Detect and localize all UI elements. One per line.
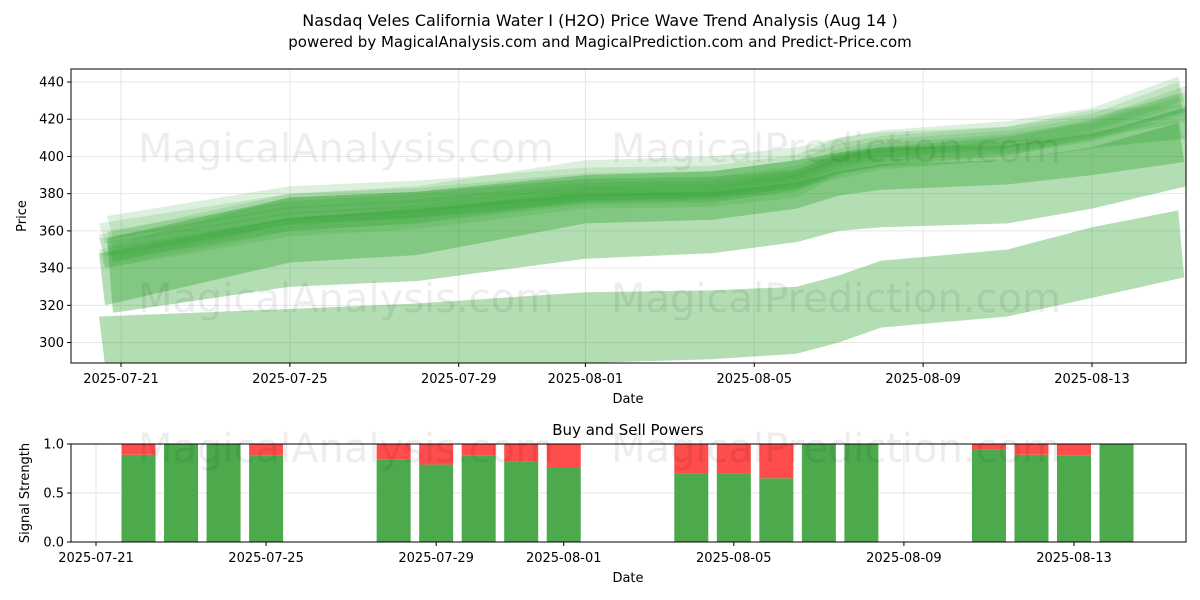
y-tick-label: 340 bbox=[39, 262, 64, 277]
y-tick-label: 380 bbox=[39, 187, 64, 202]
buy-bar bbox=[206, 444, 241, 542]
price-y-axis: 300 320 340 360 380 400 420 440 bbox=[39, 76, 71, 351]
buy-bar bbox=[419, 464, 454, 542]
sell-bar bbox=[461, 444, 496, 456]
buy-bar bbox=[504, 461, 539, 542]
watermark: MagicalPrediction.com bbox=[611, 276, 1061, 322]
buy-bar bbox=[801, 444, 836, 542]
watermark: MagicalPrediction.com bbox=[611, 126, 1061, 172]
buy-bar bbox=[121, 454, 156, 542]
price-x-axis: 2025-07-21 2025-07-25 2025-07-29 2025-08-01… bbox=[83, 363, 1130, 387]
x-tick-label: 2025-08-01 bbox=[548, 372, 624, 387]
x-tick-label: 2025-08-05 bbox=[716, 372, 792, 387]
sell-bar bbox=[546, 444, 581, 468]
power-x-label: Date bbox=[612, 571, 643, 586]
sell-bar bbox=[759, 444, 794, 479]
power-bars bbox=[121, 444, 1134, 542]
y-tick-label: 420 bbox=[39, 113, 64, 128]
power-y-label: Signal Strength bbox=[18, 443, 33, 543]
buy-bar bbox=[164, 444, 199, 542]
power-y-axis: 0.0 0.5 1.0 bbox=[43, 438, 71, 551]
buy-bar bbox=[844, 444, 879, 542]
x-tick-label: 2025-08-01 bbox=[526, 551, 602, 566]
buy-bar bbox=[1057, 455, 1091, 542]
x-tick-label: 2025-08-13 bbox=[1036, 551, 1112, 566]
price-grid bbox=[71, 69, 1186, 363]
y-tick-label: 360 bbox=[39, 224, 64, 239]
y-tick-label: 300 bbox=[39, 336, 64, 351]
wave-band bbox=[99, 82, 1185, 244]
y-tick-label: 320 bbox=[39, 299, 64, 314]
sell-bar bbox=[504, 444, 539, 462]
y-tick-label: 1.0 bbox=[43, 438, 64, 453]
buy-bar bbox=[249, 455, 284, 542]
sell-bar bbox=[249, 444, 284, 456]
wave-band bbox=[99, 104, 1186, 269]
sell-bar bbox=[1014, 444, 1049, 455]
wave-band bbox=[99, 210, 1185, 363]
power-title: Buy and Sell Powers bbox=[552, 421, 704, 439]
x-tick-label: 2025-08-09 bbox=[866, 551, 942, 566]
watermark: MagicalPrediction.com bbox=[611, 426, 1061, 472]
sell-bar bbox=[1057, 444, 1091, 456]
sell-bar bbox=[971, 444, 1006, 450]
wave-band bbox=[107, 107, 1186, 313]
watermark: MagicalAnalysis.com bbox=[138, 426, 554, 472]
y-tick-label: 400 bbox=[39, 150, 64, 165]
buy-bar bbox=[461, 455, 496, 542]
buy-bar bbox=[1014, 454, 1049, 542]
x-tick-label: 2025-07-29 bbox=[421, 372, 497, 387]
wave-band bbox=[107, 76, 1185, 239]
power-x-axis: 2025-07-21 2025-07-25 2025-07-29 2025-08-01… bbox=[58, 542, 1112, 566]
buy-bar bbox=[759, 478, 794, 542]
price-bands bbox=[99, 76, 1186, 363]
buy-bar bbox=[1099, 444, 1134, 542]
price-plot-frame bbox=[70, 68, 1187, 364]
sell-bar bbox=[716, 444, 751, 474]
y-tick-label: 440 bbox=[39, 76, 64, 91]
price-y-label: Price bbox=[15, 200, 30, 232]
x-tick-label: 2025-07-21 bbox=[58, 551, 134, 566]
watermark: MagicalAnalysis.com bbox=[138, 276, 554, 322]
wave-band bbox=[107, 96, 1185, 261]
wave-band bbox=[107, 119, 1185, 263]
buy-bar bbox=[716, 473, 751, 542]
watermark: MagicalAnalysis.com bbox=[138, 126, 554, 172]
wave-band bbox=[99, 123, 1185, 306]
sell-bar bbox=[674, 444, 709, 474]
chart-subtitle: powered by MagicalAnalysis.com and Magic… bbox=[288, 33, 912, 51]
buy-bar bbox=[971, 449, 1006, 542]
x-tick-label: 2025-07-29 bbox=[398, 551, 474, 566]
x-tick-label: 2025-07-25 bbox=[228, 551, 304, 566]
x-tick-label: 2025-07-25 bbox=[252, 372, 328, 387]
buy-bar bbox=[546, 467, 581, 542]
wave-band bbox=[107, 92, 1186, 250]
x-tick-label: 2025-07-21 bbox=[83, 372, 159, 387]
sell-bar bbox=[419, 444, 454, 465]
price-x-label: Date bbox=[612, 392, 643, 407]
x-tick-label: 2025-08-05 bbox=[696, 551, 772, 566]
wave-band bbox=[99, 93, 1185, 257]
y-tick-label: 0.0 bbox=[43, 536, 64, 551]
buy-bar bbox=[376, 459, 411, 542]
chart-title: Nasdaq Veles California Water I (H2O) Pr… bbox=[302, 11, 897, 30]
sell-bar bbox=[376, 444, 411, 460]
y-tick-label: 0.5 bbox=[43, 487, 64, 502]
x-tick-label: 2025-08-09 bbox=[885, 372, 961, 387]
x-tick-label: 2025-08-13 bbox=[1054, 372, 1130, 387]
wave-band bbox=[99, 85, 1186, 269]
buy-bar bbox=[674, 473, 709, 542]
sell-bar bbox=[121, 444, 156, 455]
